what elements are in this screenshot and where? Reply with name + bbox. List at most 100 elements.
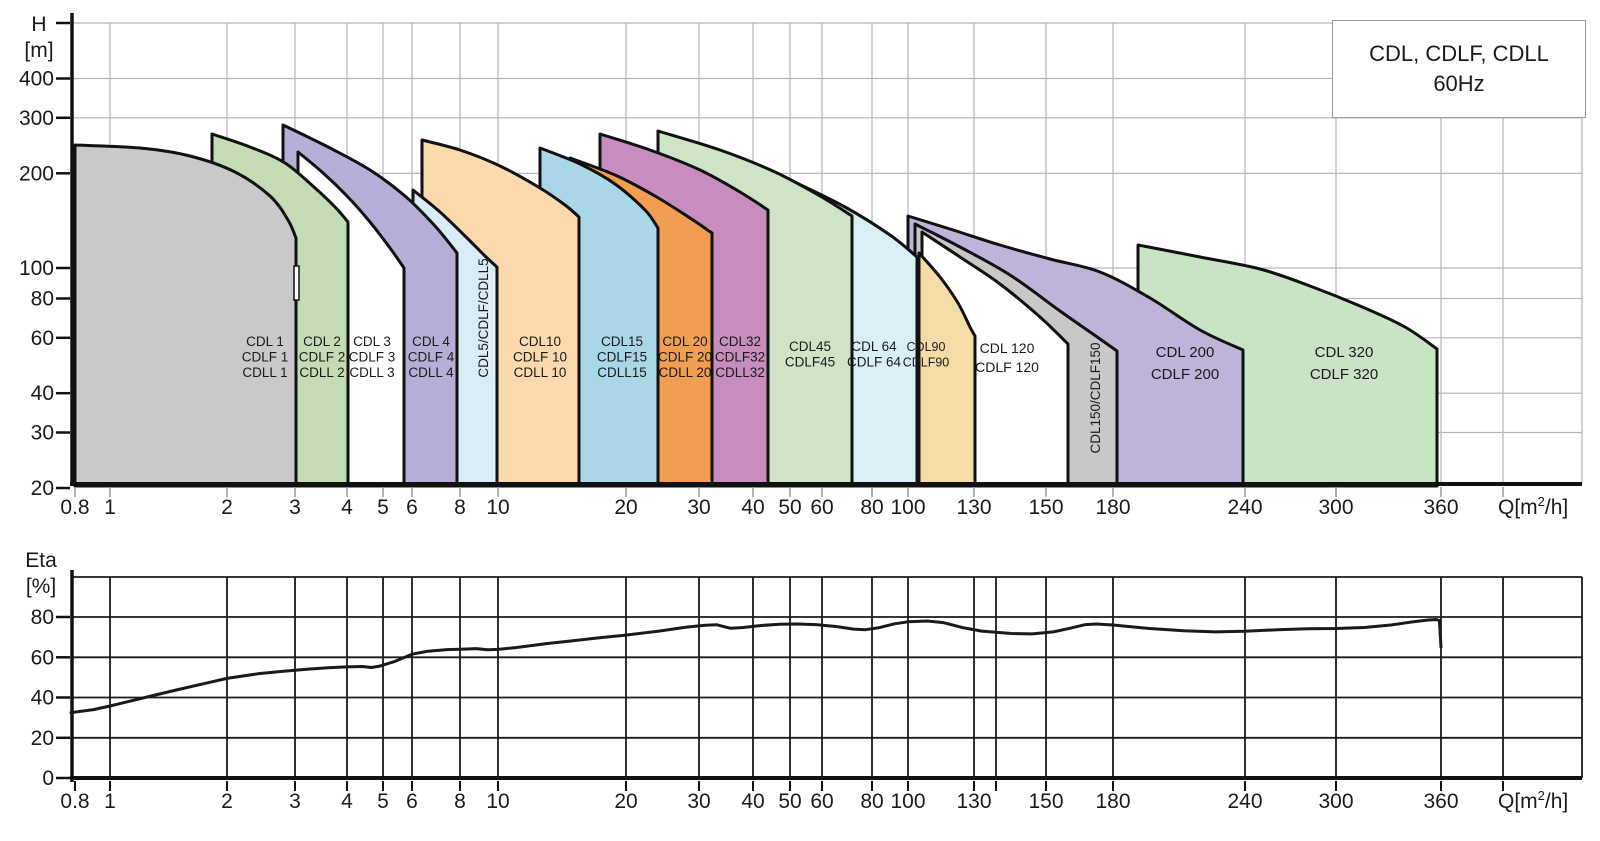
x-tick-label: 6 [406,496,418,519]
x-tick-label: 4 [341,790,353,813]
efficiency-chart: 80 60 40 20 0 Eta [%] 0.8 1 2 3 4 5 6 8 10 20 30 40 50 60 80 1… [25,549,1583,813]
x-axis-title: Q[m2/h] [1498,494,1568,519]
pump-range-label-cdl-32: CDL32 CDLF32 CDLL32 [715,334,765,380]
x-tick-label: 80 [860,496,883,519]
x-tick-label: 130 [956,496,991,519]
pump-range-label-cdl-64: CDL 64 CDLF 64 [847,339,902,370]
y-tick-label: 80 [31,606,54,629]
pump-range-label-cdl-3: CDL 3 CDLF 3 CDLL 3 [349,334,396,380]
y-tick-label: 300 [19,107,54,130]
pump-range-label-cdl-5: CDL5/CDLF/CDLL5 [476,258,491,377]
y-tick-label: 40 [31,687,54,710]
pump-range-label-cdl-45: CDL45 CDLF45 [785,339,835,370]
pump-range-label-cdl-120: CDL 120 CDLF 120 [975,340,1039,375]
x-tick-label: 360 [1423,790,1458,813]
y-tick-label: 40 [31,382,54,405]
x-tick-label: 4 [341,496,353,519]
bottom-chart-x-ticks: 0.8 1 2 3 4 5 6 8 10 20 30 40 50 60 80 100 130 150 180 240 3… [60,781,1504,813]
x-tick-label: 50 [778,496,801,519]
pump-range-cdl-1 [73,143,298,488]
y-tick-label: 400 [19,68,54,91]
x-tick-label: 240 [1227,790,1262,813]
y-tick-label: 60 [31,646,54,669]
x-tick-label: 1 [104,790,116,813]
x-tick-label: 240 [1227,496,1262,519]
pump-range-label-cdl-200: CDL 200 CDLF 200 [1151,344,1219,383]
x-tick-label: 40 [741,790,764,813]
pump-range-label-cdl-90: CDL90 CDLF90 [903,340,950,370]
x-tick-label: 5 [377,496,389,519]
y-axis-title: Eta [25,549,57,572]
pump-range-cdl-90 [917,251,977,488]
pump-range-regions [73,123,1439,488]
x-tick-label: 300 [1318,496,1353,519]
x-tick-label: 2 [221,496,233,519]
x-tick-label: 10 [486,496,509,519]
x-tick-label: 8 [454,790,466,813]
x-tick-label: 150 [1028,496,1063,519]
x-tick-label: 60 [810,496,833,519]
x-tick-label: 2 [221,790,233,813]
head-flow-chart: 400 300 200 100 80 60 40 30 20 H [m] 0.8 1 2 3 4 5 6 8 10 20… [19,13,1583,519]
x-tick-label: 180 [1095,496,1130,519]
y-axis-title-unit: [m] [24,39,53,62]
y-tick-label: 60 [31,327,54,350]
top-chart-x-ticks: 0.8 1 2 3 4 5 6 8 10 20 30 40 50 60 80 100 130 150 180 240 3… [60,487,1504,519]
pump-range-label-cdl-2: CDL 2 CDLF 2 CDLL 2 [299,334,346,380]
top-chart-y-ticks: 400 300 200 100 80 60 40 30 20 [19,21,70,500]
y-tick-label: 100 [19,257,54,280]
chart-title-line1: CDL, CDLF, CDLL [1369,41,1549,66]
x-tick-label: 0.8 [60,790,89,813]
bottom-chart-grid [72,576,1583,778]
y-tick-label: 20 [31,477,54,500]
efficiency-curve [69,618,1443,715]
pump-range-label-cdl-20: CDL 20 CDLF 20 CDLL 20 [658,334,712,380]
y-tick-label: 20 [31,727,54,750]
y-tick-label: 200 [19,162,54,185]
x-tick-label: 40 [741,496,764,519]
pump-range-label-cdl-4: CDL 4 CDLF 4 CDLL 4 [408,334,455,380]
x-tick-label: 80 [860,790,883,813]
pump-range-label-cdl-10: CDL10 CDLF 10 CDLL 10 [513,334,567,380]
bottom-chart-y-ticks: 80 60 40 20 0 [31,606,70,790]
x-tick-label: 30 [687,496,710,519]
top-chart-axes [70,13,1582,486]
x-tick-label: 6 [406,790,418,813]
y-axis-title-unit: [%] [26,575,56,598]
x-tick-label: 20 [614,790,637,813]
x-tick-label: 10 [486,790,509,813]
x-tick-label: 130 [956,790,991,813]
x-tick-label: 5 [377,790,389,813]
x-tick-label: 100 [890,496,925,519]
x-tick-label: 300 [1318,790,1353,813]
y-tick-label: 0 [42,767,54,790]
pump-range-label-cdl-15: CDL15 CDLF15 CDLL15 [597,334,647,380]
y-axis-title: H [31,13,46,36]
y-tick-label: 30 [31,422,54,445]
range-gap-notch [293,265,300,301]
x-tick-label: 8 [454,496,466,519]
x-tick-label: 360 [1423,496,1458,519]
x-tick-label: 50 [778,790,801,813]
x-tick-label: 180 [1095,790,1130,813]
x-axis-title: Q[m2/h] [1498,788,1568,813]
x-tick-label: 30 [687,790,710,813]
x-tick-label: 1 [104,496,116,519]
x-tick-label: 3 [289,496,301,519]
x-tick-label: 3 [289,790,301,813]
pump-range-label-cdl-320: CDL 320 CDLF 320 [1310,344,1378,383]
y-tick-label: 80 [31,287,54,310]
pump-range-label-cdl-150: CDL150/CDLF150 [1088,342,1103,453]
x-tick-label: 100 [890,790,925,813]
chart-title-line2: 60Hz [1433,71,1485,96]
chart-title-box: CDL, CDLF, CDLL 60Hz [1332,20,1586,118]
x-tick-label: 60 [810,790,833,813]
x-tick-label: 0.8 [60,496,89,519]
x-tick-label: 20 [614,496,637,519]
x-tick-label: 150 [1028,790,1063,813]
bottom-chart-axes [70,570,1582,782]
pump-range-label-cdl-1: CDL 1 CDLF 1 CDLL 1 [242,334,289,380]
